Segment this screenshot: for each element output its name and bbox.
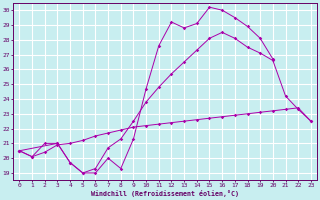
X-axis label: Windchill (Refroidissement éolien,°C): Windchill (Refroidissement éolien,°C) xyxy=(91,190,239,197)
